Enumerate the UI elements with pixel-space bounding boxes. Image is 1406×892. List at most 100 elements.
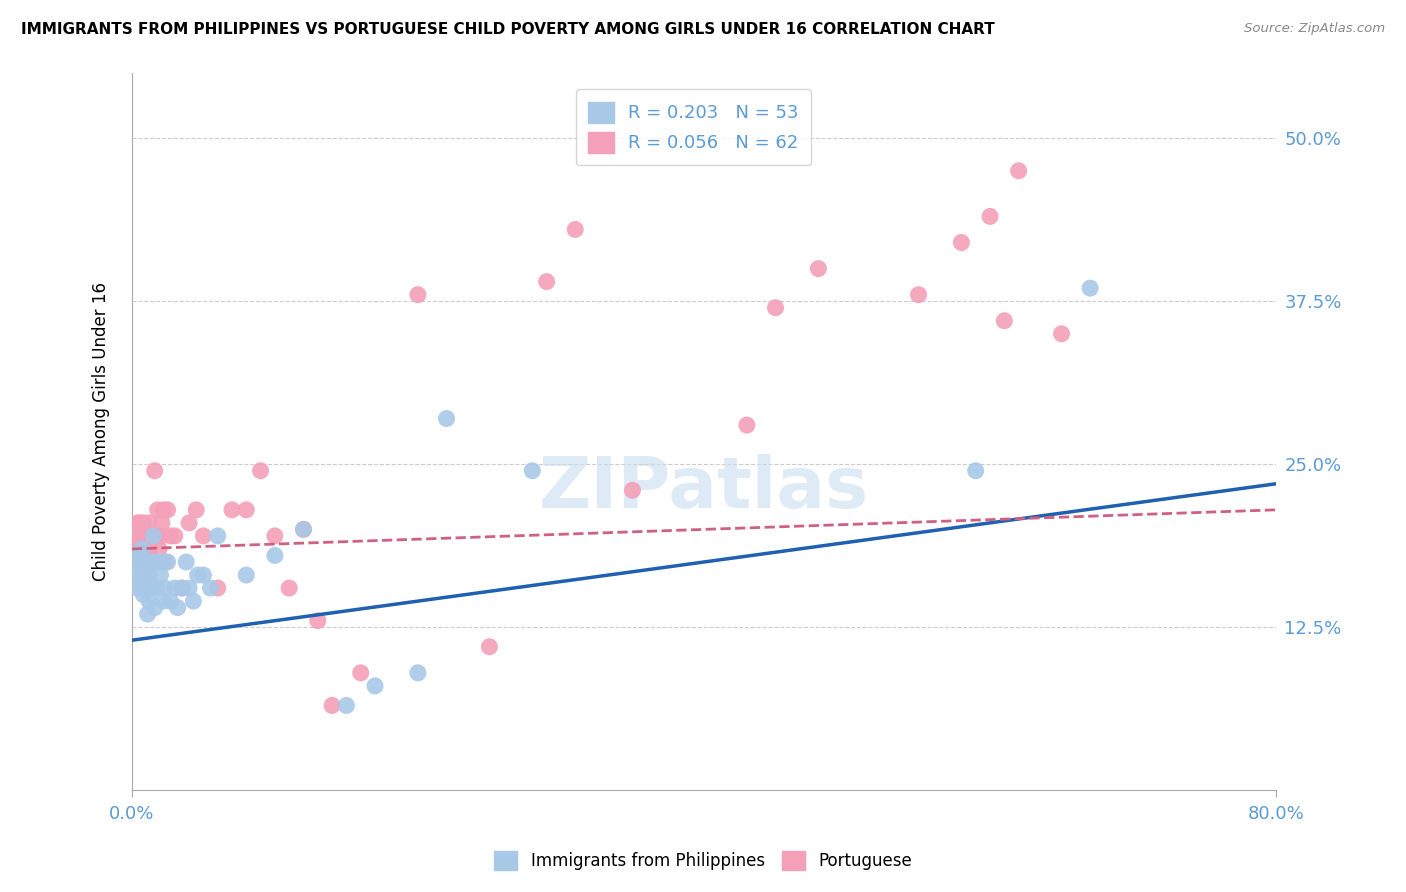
Point (1050, 326, 1073, 341)
Point (141, 581, 163, 595)
Point (522, 464, 544, 478)
Point (141, 529, 163, 543)
Point (139, 541, 162, 556)
Y-axis label: Child Poverty Among Girls Under 16: Child Poverty Among Girls Under 16 (93, 282, 110, 581)
Point (406, 665, 429, 680)
Point (292, 522, 315, 536)
Point (536, 275, 558, 289)
Point (136, 607, 159, 622)
Point (134, 555, 156, 569)
Point (122, 541, 145, 556)
Point (128, 574, 150, 589)
Point (187, 568, 209, 582)
Point (364, 679, 387, 693)
Point (163, 581, 186, 595)
Point (321, 698, 343, 713)
Legend: R = 0.203   N = 53, R = 0.056   N = 62: R = 0.203 N = 53, R = 0.056 N = 62 (575, 89, 811, 165)
Point (170, 581, 193, 595)
Point (235, 503, 257, 517)
Point (436, 411, 458, 425)
Point (128, 541, 150, 556)
Point (292, 522, 315, 536)
Point (350, 665, 373, 680)
Point (131, 581, 153, 595)
Point (127, 561, 149, 575)
Point (129, 555, 152, 569)
Point (138, 581, 160, 595)
Point (132, 588, 155, 602)
Point (979, 210, 1001, 224)
Point (207, 581, 229, 595)
Point (249, 464, 271, 478)
Point (124, 549, 146, 563)
Point (177, 516, 200, 530)
Point (131, 555, 153, 569)
Point (138, 516, 160, 530)
Point (135, 568, 157, 582)
Point (127, 581, 149, 595)
Point (136, 555, 159, 569)
Point (264, 529, 287, 543)
Point (134, 529, 156, 543)
Point (807, 261, 830, 276)
Point (159, 529, 181, 543)
Point (564, 222, 586, 236)
Point (135, 555, 157, 569)
Point (166, 600, 188, 615)
Point (149, 529, 172, 543)
Point (132, 541, 155, 556)
Point (193, 529, 215, 543)
Point (200, 581, 222, 595)
Point (621, 483, 644, 498)
Point (907, 287, 929, 301)
Point (207, 529, 229, 543)
Point (152, 594, 174, 608)
Point (125, 568, 148, 582)
Point (122, 555, 145, 569)
Point (264, 549, 287, 563)
Point (129, 516, 152, 530)
Point (170, 581, 193, 595)
Point (138, 594, 160, 608)
Point (149, 568, 172, 582)
Point (307, 614, 329, 628)
Point (145, 581, 167, 595)
Point (132, 561, 155, 575)
Point (156, 503, 179, 517)
Point (136, 529, 159, 543)
Point (150, 516, 173, 530)
Point (183, 594, 205, 608)
Point (278, 581, 301, 595)
Point (128, 555, 150, 569)
Point (142, 555, 165, 569)
Point (148, 541, 170, 556)
Point (177, 581, 200, 595)
Point (1007, 163, 1029, 178)
Point (131, 529, 153, 543)
Point (142, 529, 165, 543)
Point (146, 555, 169, 569)
Point (765, 301, 787, 315)
Point (193, 568, 215, 582)
Point (735, 418, 758, 433)
Point (124, 555, 146, 569)
Point (134, 568, 156, 582)
Point (145, 529, 167, 543)
Point (139, 555, 162, 569)
Point (138, 568, 160, 582)
Point (153, 555, 176, 569)
Point (406, 287, 429, 301)
Point (153, 581, 176, 595)
Point (132, 516, 155, 530)
Point (993, 314, 1015, 328)
Point (478, 640, 501, 654)
Point (174, 555, 197, 569)
Point (125, 529, 148, 543)
Point (131, 541, 153, 556)
Point (135, 541, 157, 556)
Point (135, 568, 157, 582)
Text: IMMIGRANTS FROM PHILIPPINES VS PORTUGUESE CHILD POVERTY AMONG GIRLS UNDER 16 COR: IMMIGRANTS FROM PHILIPPINES VS PORTUGUES… (21, 22, 995, 37)
Point (159, 594, 181, 608)
Point (139, 555, 162, 569)
Point (1078, 281, 1101, 295)
